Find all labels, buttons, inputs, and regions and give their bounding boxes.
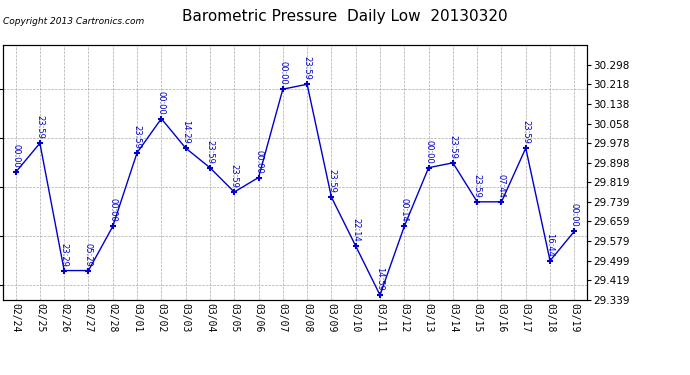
Text: 00:00: 00:00 xyxy=(424,140,433,164)
Text: 00:00: 00:00 xyxy=(157,91,166,114)
Text: 16:44: 16:44 xyxy=(546,233,555,256)
Text: 00:00: 00:00 xyxy=(108,198,117,222)
Text: 00:00: 00:00 xyxy=(254,150,263,173)
Text: 23:59: 23:59 xyxy=(303,56,312,80)
Text: 14:59: 14:59 xyxy=(375,267,384,291)
Text: 00:14: 00:14 xyxy=(400,198,408,222)
Text: 23:59: 23:59 xyxy=(35,115,44,139)
Text: 00:00: 00:00 xyxy=(278,61,287,85)
Text: 23:59: 23:59 xyxy=(132,125,141,148)
Text: Copyright 2013 Cartronics.com: Copyright 2013 Cartronics.com xyxy=(3,17,145,26)
Text: Barometric Pressure  Daily Low  20130320: Barometric Pressure Daily Low 20130320 xyxy=(182,9,508,24)
Text: 14:29: 14:29 xyxy=(181,120,190,144)
Text: 00:00: 00:00 xyxy=(570,203,579,227)
Text: 23:59: 23:59 xyxy=(206,140,215,164)
Text: 23:59: 23:59 xyxy=(448,135,457,159)
Text: 23:59: 23:59 xyxy=(327,169,336,193)
Text: 23:29: 23:29 xyxy=(59,243,69,266)
Text: 05:29: 05:29 xyxy=(84,243,93,266)
Text: 23:59: 23:59 xyxy=(473,174,482,198)
Text: 23:59: 23:59 xyxy=(230,164,239,188)
Text: 22:14: 22:14 xyxy=(351,218,360,242)
Text: 07:44: 07:44 xyxy=(497,174,506,198)
Text: Pressure  (Inches/Hg): Pressure (Inches/Hg) xyxy=(515,28,620,38)
Text: 23:59: 23:59 xyxy=(521,120,531,144)
Text: 00:00: 00:00 xyxy=(11,144,20,168)
